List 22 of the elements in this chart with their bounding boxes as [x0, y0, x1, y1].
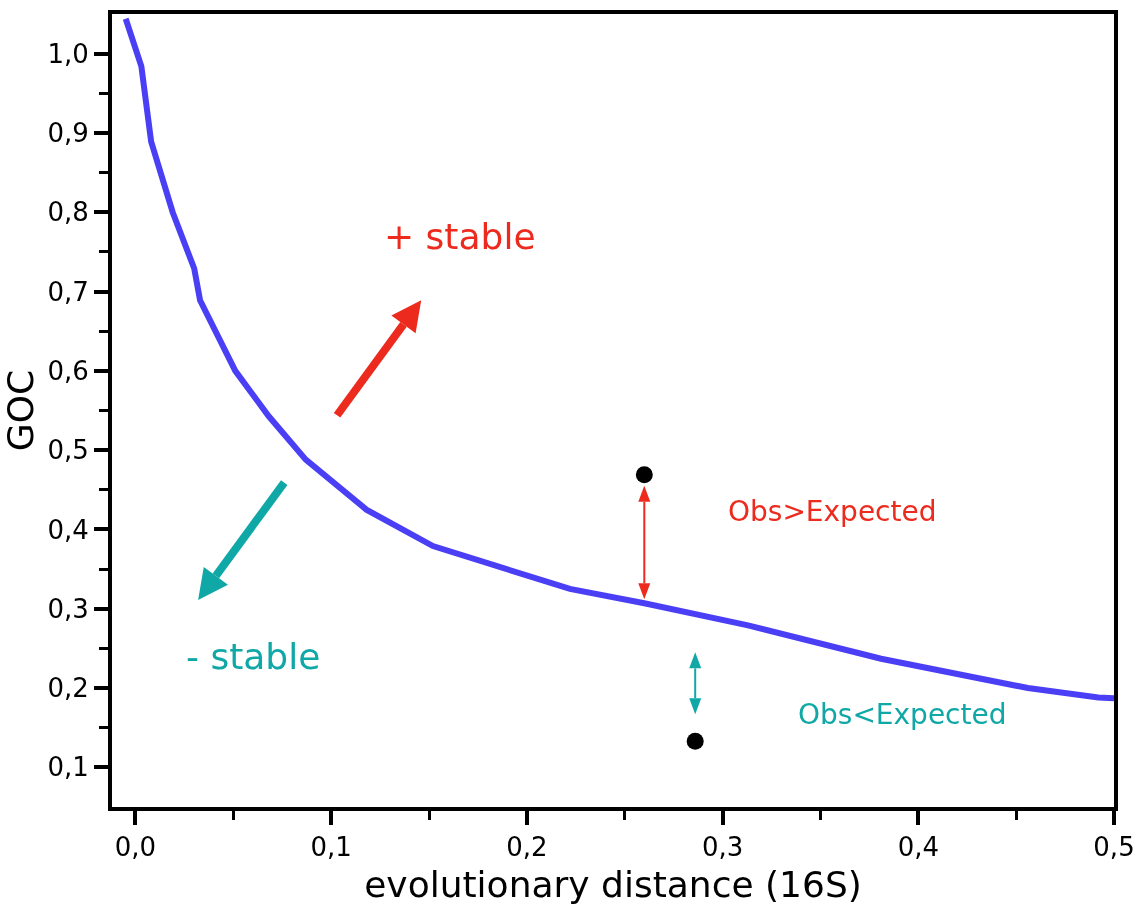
y-tick-label: 0,3 — [47, 593, 89, 624]
y-tick-label: 0,2 — [47, 673, 89, 704]
y-tick-label: 1,0 — [47, 38, 89, 69]
y-tick-label: 0,4 — [47, 514, 89, 545]
x-tick-label: 0,5 — [1093, 832, 1135, 863]
annotation: Obs>Expected — [728, 495, 937, 528]
x-tick-label: 0,1 — [310, 832, 352, 863]
y-tick-label: 0,6 — [47, 355, 89, 386]
annotation: - stable — [186, 636, 321, 677]
annotation: + stable — [384, 216, 536, 257]
y-tick-label: 0,8 — [47, 197, 89, 228]
x-axis-title: evolutionary distance (16S) — [364, 864, 862, 906]
y-tick-label: 0,1 — [47, 752, 89, 783]
y-axis-title: GOC — [0, 369, 41, 452]
y-tick-label: 0,5 — [47, 435, 89, 466]
x-tick-label: 0,3 — [701, 832, 744, 863]
x-tick-label: 0,2 — [506, 832, 548, 863]
y-tick-label: 0,9 — [47, 118, 89, 149]
x-tick-label: 0,4 — [897, 832, 939, 863]
y-tick-label: 0,7 — [47, 276, 89, 307]
x-tick-label: 0,0 — [114, 832, 157, 863]
annotation: Obs<Expected — [798, 698, 1007, 731]
